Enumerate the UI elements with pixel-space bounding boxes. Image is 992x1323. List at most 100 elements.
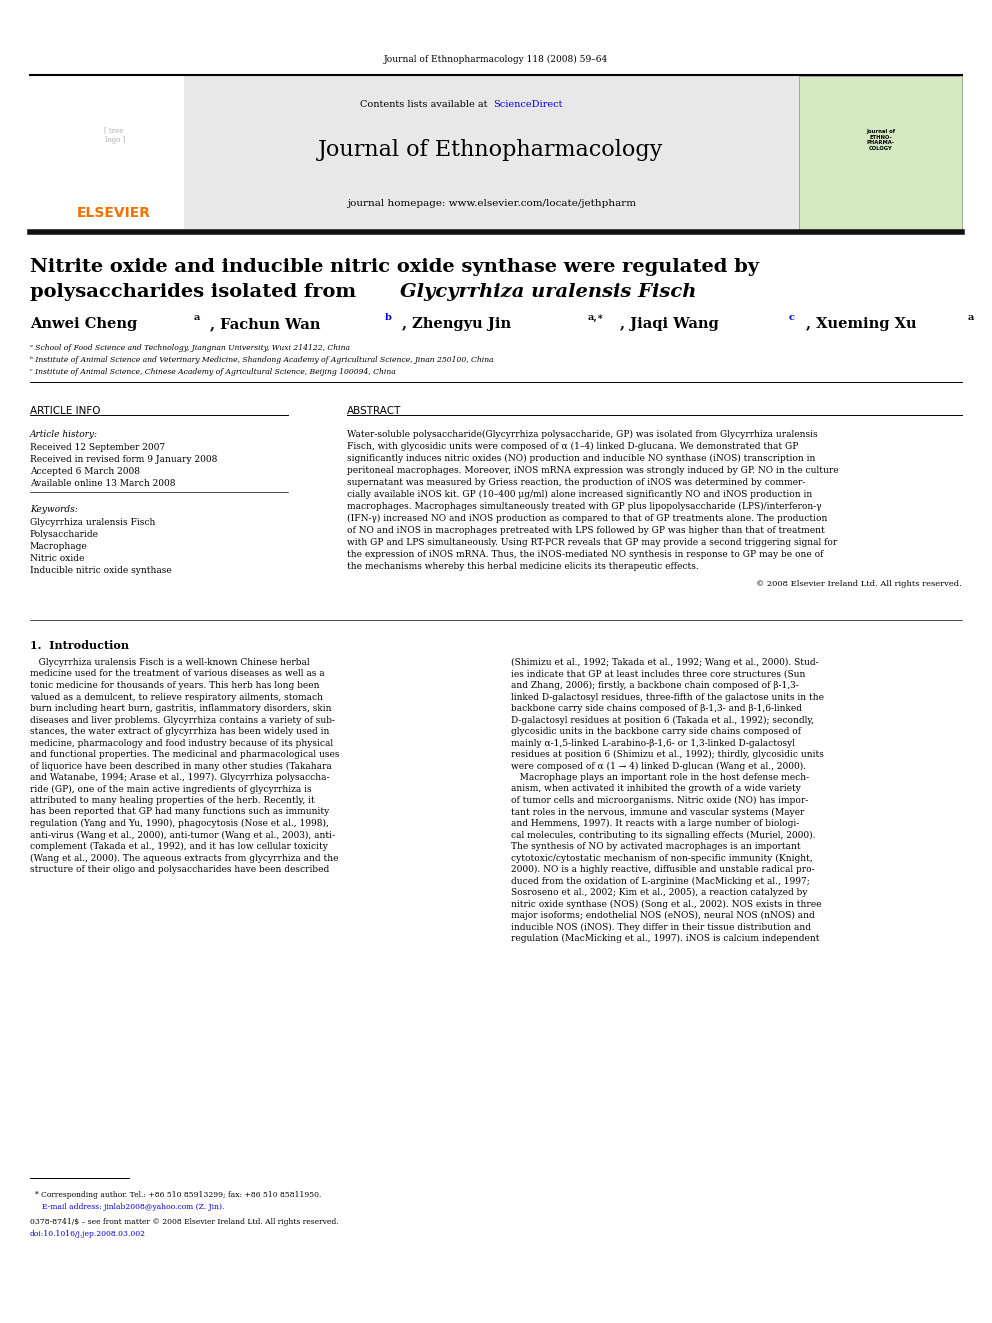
Text: D-galactosyl residues at position 6 (Takada et al., 1992); secondly,: D-galactosyl residues at position 6 (Tak… [511,716,814,725]
FancyBboxPatch shape [799,75,962,230]
Text: a: a [967,314,973,321]
Text: Sosroseno et al., 2002; Kim et al., 2005), a reaction catalyzed by: Sosroseno et al., 2002; Kim et al., 2005… [511,888,807,897]
Text: Accepted 6 March 2008: Accepted 6 March 2008 [30,467,140,476]
Text: Article history:: Article history: [30,430,98,439]
Text: 1.  Introduction: 1. Introduction [30,640,129,651]
Text: and Watanabe, 1994; Arase et al., 1997). Glycyrrhiza polysaccha-: and Watanabe, 1994; Arase et al., 1997).… [30,773,329,782]
Text: Contents lists available at: Contents lists available at [360,101,491,108]
Text: Available online 13 March 2008: Available online 13 March 2008 [30,479,176,488]
Text: Journal of Ethnopharmacology: Journal of Ethnopharmacology [318,139,664,161]
Text: Keywords:: Keywords: [30,505,77,515]
Text: diseases and liver problems. Glycyrrhiza contains a variety of sub-: diseases and liver problems. Glycyrrhiza… [30,716,334,725]
Text: Glycyrrhiza uralensis Fisch is a well-known Chinese herbal: Glycyrrhiza uralensis Fisch is a well-kn… [30,658,310,667]
Text: anism, when activated it inhibited the growth of a wide variety: anism, when activated it inhibited the g… [511,785,801,794]
Text: tant roles in the nervous, immune and vascular systems (Mayer: tant roles in the nervous, immune and va… [511,807,805,816]
Text: (IFN-γ) increased NO and iNOS production as compared to that of GP treatments al: (IFN-γ) increased NO and iNOS production… [347,515,827,523]
Text: linked D-galactosyl residues, three-fifth of the galactose units in the: linked D-galactosyl residues, three-fift… [511,692,824,701]
Text: Nitric oxide: Nitric oxide [30,554,84,564]
Text: Fisch, with glycosidic units were composed of α (1–4) linked D-glucana. We demon: Fisch, with glycosidic units were compos… [347,442,799,451]
Text: were composed of α (1 → 4) linked D-glucan (Wang et al., 2000).: were composed of α (1 → 4) linked D-gluc… [511,762,806,770]
Text: Anwei Cheng: Anwei Cheng [30,318,137,331]
Text: Journal of
ETHNO-
PHARMA-
COLOGY: Journal of ETHNO- PHARMA- COLOGY [866,128,896,151]
Text: 0378-8741/$ – see front matter © 2008 Elsevier Ireland Ltd. All rights reserved.: 0378-8741/$ – see front matter © 2008 El… [30,1218,338,1226]
Text: a,∗: a,∗ [587,314,604,321]
Text: ies indicate that GP at least includes three core structures (Sun: ies indicate that GP at least includes t… [511,669,806,679]
Text: Water-soluble polysaccharide(Glycyrrhiza polysaccharide, GP) was isolated from G: Water-soluble polysaccharide(Glycyrrhiza… [347,430,817,439]
Text: cal molecules, contributing to its signalling effects (Muriel, 2000).: cal molecules, contributing to its signa… [511,831,815,840]
Text: Inducible nitric oxide synthase: Inducible nitric oxide synthase [30,566,172,576]
FancyBboxPatch shape [184,75,799,230]
Text: with GP and LPS simultaneously. Using RT-PCR reveals that GP may provide a secon: with GP and LPS simultaneously. Using RT… [347,538,837,546]
Text: b: b [385,314,392,321]
Text: valued as a demulcent, to relieve respiratory ailments, stomach: valued as a demulcent, to relieve respir… [30,692,322,701]
Text: and functional properties. The medicinal and pharmacological uses: and functional properties. The medicinal… [30,750,339,759]
Text: the mechanisms whereby this herbal medicine elicits its therapeutic effects.: the mechanisms whereby this herbal medic… [347,562,699,572]
Text: burn including heart burn, gastritis, inflammatory disorders, skin: burn including heart burn, gastritis, in… [30,704,331,713]
Text: a: a [193,314,199,321]
Text: , Fachun Wan: , Fachun Wan [210,318,320,331]
Text: ABSTRACT: ABSTRACT [347,406,402,415]
Text: mainly α-1,5-linked L-arabino-β-1,6- or 1,3-linked D-galactosyl: mainly α-1,5-linked L-arabino-β-1,6- or … [511,738,795,747]
Text: medicine, pharmacology and food industry because of its physical: medicine, pharmacology and food industry… [30,738,333,747]
Text: attributed to many healing properties of the herb. Recently, it: attributed to many healing properties of… [30,796,314,804]
Text: ᵃ School of Food Science and Technology, Jiangnan University, Wuxi 214122, China: ᵃ School of Food Science and Technology,… [30,344,350,352]
Text: , Jiaqi Wang: , Jiaqi Wang [620,318,719,331]
Text: Macrophage plays an important role in the host defense mech-: Macrophage plays an important role in th… [511,773,809,782]
Text: c: c [789,314,795,321]
Text: Journal of Ethnopharmacology 118 (2008) 59–64: Journal of Ethnopharmacology 118 (2008) … [384,56,608,64]
Text: * Corresponding author. Tel.: +86 510 85913299; fax: +86 510 85811950.: * Corresponding author. Tel.: +86 510 85… [35,1191,321,1199]
Text: (Wang et al., 2000). The aqueous extracts from glycyrrhiza and the: (Wang et al., 2000). The aqueous extract… [30,853,338,863]
Text: anti-virus (Wang et al., 2000), anti-tumor (Wang et al., 2003), anti-: anti-virus (Wang et al., 2000), anti-tum… [30,831,334,840]
Text: of NO and iNOS in macrophages pretreated with LPS followed by GP was higher than: of NO and iNOS in macrophages pretreated… [347,527,825,534]
Text: Macrophage: Macrophage [30,542,87,550]
Text: ELSEVIER: ELSEVIER [77,206,151,220]
Text: cially available iNOS kit. GP (10–400 μg/ml) alone increased significantly NO an: cially available iNOS kit. GP (10–400 μg… [347,490,812,499]
Text: © 2008 Elsevier Ireland Ltd. All rights reserved.: © 2008 Elsevier Ireland Ltd. All rights … [757,579,962,587]
Text: of liquorice have been described in many other studies (Takahara: of liquorice have been described in many… [30,762,331,770]
Text: and Zhang, 2006); firstly, a backbone chain composed of β-1,3-: and Zhang, 2006); firstly, a backbone ch… [511,681,799,691]
Text: doi:10.1016/j.jep.2008.03.002: doi:10.1016/j.jep.2008.03.002 [30,1230,146,1238]
Text: Glycyrrhiza uralensis Fisch: Glycyrrhiza uralensis Fisch [400,283,696,302]
Text: backbone carry side chains composed of β-1,3- and β-1,6-linked: backbone carry side chains composed of β… [511,704,802,713]
Text: , Xueming Xu: , Xueming Xu [806,318,917,331]
Text: medicine used for the treatment of various diseases as well as a: medicine used for the treatment of vario… [30,669,324,679]
Text: major isoforms; endothelial NOS (eNOS), neural NOS (nNOS) and: major isoforms; endothelial NOS (eNOS), … [511,912,814,919]
Text: duced from the oxidation of L-arginine (MacMicking et al., 1997;: duced from the oxidation of L-arginine (… [511,877,809,885]
Text: ᶜ Institute of Animal Science, Chinese Academy of Agricultural Science, Beijing : ᶜ Institute of Animal Science, Chinese A… [30,368,396,376]
Text: polysaccharides isolated from: polysaccharides isolated from [30,283,363,302]
Text: [ tree
 logo ]: [ tree logo ] [103,127,125,144]
Text: Received in revised form 9 January 2008: Received in revised form 9 January 2008 [30,455,217,464]
Text: and Hemmens, 1997). It reacts with a large number of biologi-: and Hemmens, 1997). It reacts with a lar… [511,819,800,828]
Text: cytotoxic/cytostatic mechanism of non-specific immunity (Knight,: cytotoxic/cytostatic mechanism of non-sp… [511,853,812,863]
Text: 2000). NO is a highly reactive, diffusible and unstable radical pro-: 2000). NO is a highly reactive, diffusib… [511,865,814,875]
Text: E-mail address: jinlab2008@yahoo.com (Z. Jin).: E-mail address: jinlab2008@yahoo.com (Z.… [35,1203,224,1211]
Text: nitric oxide synthase (NOS) (Song et al., 2002). NOS exists in three: nitric oxide synthase (NOS) (Song et al.… [511,900,821,909]
Text: supernatant was measured by Griess reaction, the production of iNOS was determin: supernatant was measured by Griess react… [347,478,806,487]
Text: Received 12 September 2007: Received 12 September 2007 [30,443,165,452]
Text: significantly induces nitric oxides (NO) production and inducible NO synthase (i: significantly induces nitric oxides (NO)… [347,454,815,463]
Text: tonic medicine for thousands of years. This herb has long been: tonic medicine for thousands of years. T… [30,681,319,691]
Text: the expression of iNOS mRNA. Thus, the iNOS-mediated NO synthesis in response to: the expression of iNOS mRNA. Thus, the i… [347,550,823,560]
Text: ARTICLE INFO: ARTICLE INFO [30,406,100,415]
Text: , Zhengyu Jin: , Zhengyu Jin [402,318,511,331]
Text: peritoneal macrophages. Moreover, iNOS mRNA expression was strongly induced by G: peritoneal macrophages. Moreover, iNOS m… [347,466,839,475]
Text: The synthesis of NO by activated macrophages is an important: The synthesis of NO by activated macroph… [511,841,801,851]
Text: regulation (Yang and Yu, 1990), phagocytosis (Nose et al., 1998),: regulation (Yang and Yu, 1990), phagocyt… [30,819,328,828]
Text: Nitrite oxide and inducible nitric oxide synthase were regulated by: Nitrite oxide and inducible nitric oxide… [30,258,759,277]
Text: inducible NOS (iNOS). They differ in their tissue distribution and: inducible NOS (iNOS). They differ in the… [511,922,810,931]
Text: structure of their oligo and polysaccharides have been described: structure of their oligo and polysacchar… [30,865,329,875]
Text: (Shimizu et al., 1992; Takada et al., 1992; Wang et al., 2000). Stud-: (Shimizu et al., 1992; Takada et al., 19… [511,658,818,667]
Text: of tumor cells and microorganisms. Nitric oxide (NO) has impor-: of tumor cells and microorganisms. Nitri… [511,796,808,806]
Text: regulation (MacMicking et al., 1997). iNOS is calcium independent: regulation (MacMicking et al., 1997). iN… [511,934,819,943]
Text: Glycyrrhiza uralensis Fisch: Glycyrrhiza uralensis Fisch [30,519,155,527]
Text: stances, the water extract of glycyrrhiza has been widely used in: stances, the water extract of glycyrrhiz… [30,728,329,736]
Text: ScienceDirect: ScienceDirect [493,101,562,108]
Text: ᵇ Institute of Animal Science and Veterinary Medicine, Shandong Academy of Agric: ᵇ Institute of Animal Science and Veteri… [30,356,493,364]
FancyBboxPatch shape [30,75,184,230]
Text: journal homepage: www.elsevier.com/locate/jethpharm: journal homepage: www.elsevier.com/locat… [346,198,636,208]
Text: Polysaccharide: Polysaccharide [30,531,99,538]
Text: complement (Takada et al., 1992), and it has low cellular toxicity: complement (Takada et al., 1992), and it… [30,841,327,851]
Text: has been reported that GP had many functions such as immunity: has been reported that GP had many funct… [30,807,329,816]
Text: macrophages. Macrophages simultaneously treated with GP plus lipopolysaccharide : macrophages. Macrophages simultaneously … [347,501,821,511]
Text: residues at position 6 (Shimizu et al., 1992); thirdly, glycosidic units: residues at position 6 (Shimizu et al., … [511,750,823,759]
